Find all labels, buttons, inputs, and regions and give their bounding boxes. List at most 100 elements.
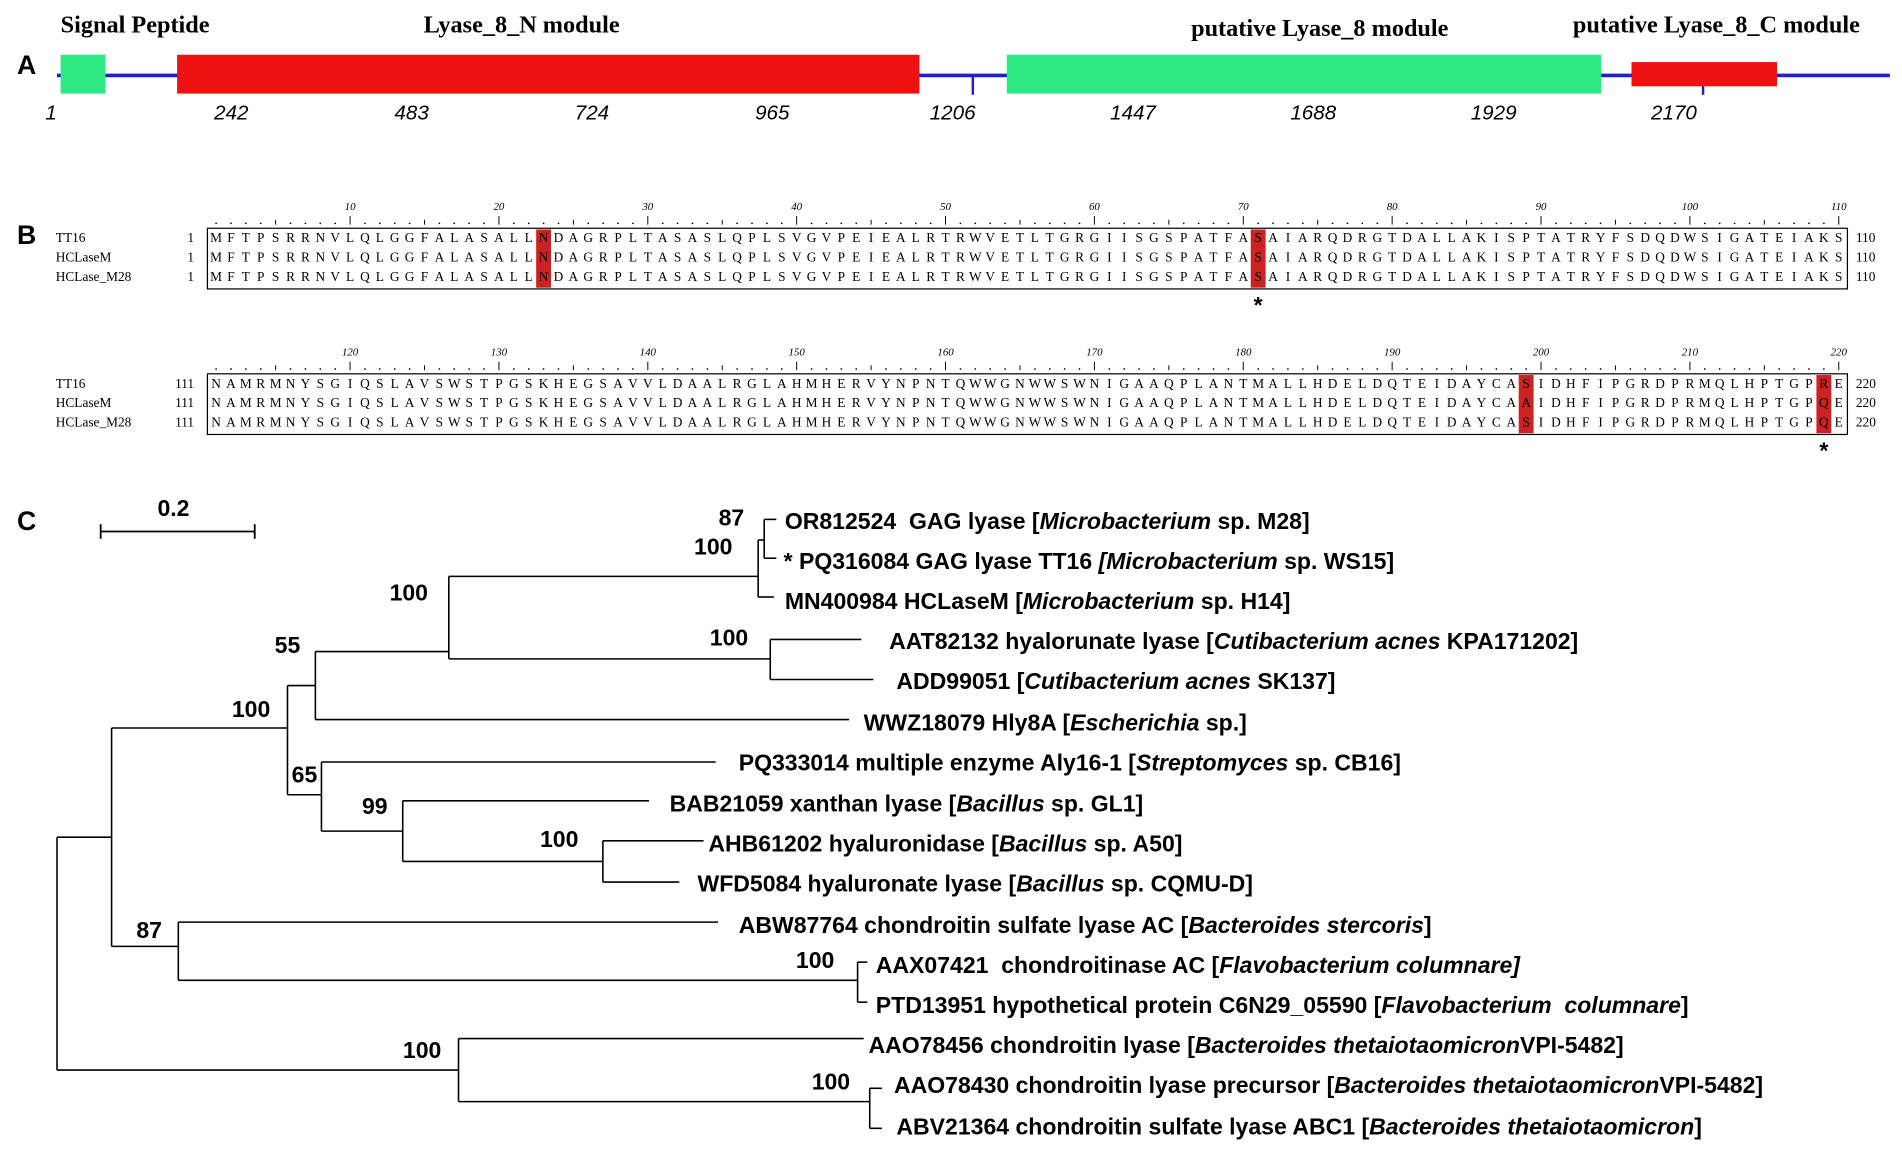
sequence: MFTPSRRNVLQLGGFALASALLNDAGRPLTASASLQPLSV… [210,250,1842,265]
ruler-dot [810,222,813,225]
leaf-label: ABW87764 chondroitin sulfate lyase AC [B… [739,912,1432,938]
leaf-text: Bacillus [999,831,1088,857]
ruler-dot [1138,222,1140,225]
leaf-label: ABV21364 chondroitin sulfate lyase ABC1 … [896,1113,1701,1139]
domain-box [1006,54,1602,94]
ruler-label: 10 [345,201,356,213]
ruler-dot [230,222,232,225]
ruler-label: 130 [491,347,508,359]
ruler-dot [393,368,396,370]
leaf-text: Bacillus [1016,871,1105,897]
site-mark: * [1819,438,1828,464]
ruler-dot [691,368,694,370]
sequence-name: TT16 [56,376,86,391]
leaf-text: Cutibacterium acnes [1214,628,1441,654]
ruler-dot [1048,222,1051,225]
ruler-dot [245,368,247,370]
sequence-name: HCLase_M28 [56,415,132,430]
axis-tick-label: 1447 [1110,102,1157,125]
leaf-label: BAB21059 xanthan lyase [Bacillus sp. GL1… [670,791,1144,817]
ruler-dot [706,368,709,370]
ruler-dot [661,222,664,225]
ruler-dot [215,368,217,370]
ruler-dot [1584,368,1587,370]
ruler-dot [1376,368,1379,370]
ruler-dot [751,368,753,370]
ruler-dot [766,368,768,370]
axis-tick-label: 2170 [1650,102,1697,125]
ruler-dot [1004,368,1006,370]
ruler-dot [259,222,262,225]
ruler-dot [1495,222,1498,225]
ruler-dot [855,222,858,225]
ruler-dot [527,368,530,370]
ruler-dot [914,368,917,370]
leaf-text: Microbacterium [1023,588,1195,614]
leaf-label: PTD13951 hypothetical protein C6N29_0559… [876,992,1689,1018]
ruler-dot [1808,368,1810,370]
leaf-label: AAO78456 chondroitin lyase [Bacteroides … [869,1032,1624,1058]
ruler-dot [1123,222,1126,225]
axis-tick-label: 965 [755,102,790,125]
ruler-dot [1793,222,1795,225]
ruler-dot [914,222,917,225]
ruler-dot [929,222,932,225]
sequence: MFTPSRRNVLQLGGFALASALLNDAGRPLTASASLQPLSV… [210,230,1842,245]
highlight [1250,229,1266,288]
bootstrap-value: 100 [390,580,428,606]
sequence-start: 111 [175,376,194,391]
leaf-label: AAX07421 chondroitinase AC [Flavobacteri… [876,952,1522,978]
leaf-text: Bacillus [956,791,1045,817]
ruler-dot [1748,368,1751,370]
ruler-label: 20 [493,201,504,213]
ruler-dot [840,368,843,370]
leaf-text: BAB21059 xanthan lyase [ [670,791,957,817]
sequence: NAMRMNYSGIQSLAVSWSTPGSKHEGSAVVLDAALRGLAH… [211,395,1843,410]
ruler-dot [1644,368,1647,370]
leaf-text: VPI-5482] [1659,1072,1763,1098]
ruler-dot [1138,368,1140,370]
ruler-dot [1301,222,1304,225]
leaf-text: VPI-5482] [1520,1032,1624,1058]
ruler-dot [378,368,381,370]
ruler-dot [1182,222,1185,225]
ruler-dot [1569,368,1572,370]
ruler-dot [1108,368,1111,370]
ruler-dot [989,222,992,225]
sequence-name: HCLaseM [56,250,112,265]
leaf-label: AAT82132 hyalorunate lyase [Cutibacteriu… [889,628,1578,654]
ruler-label: 140 [640,347,657,359]
domain-box [1631,62,1778,87]
ruler-dot [304,368,307,370]
bootstrap-value: 100 [694,534,732,560]
ruler-dot [1703,222,1706,225]
ruler-dot [1555,368,1557,370]
ruler-dot [1659,222,1661,225]
ruler-dot [1272,368,1274,370]
sequence-name: HCLase_M28 [56,269,132,284]
bootstrap-value: 100 [812,1069,850,1095]
ruler-dot [1108,222,1111,225]
ruler-label: 180 [1235,347,1252,359]
ruler-dot [900,222,902,225]
domain-label: putative Lyase_8_C module [1573,11,1860,38]
ruler-dot [1421,222,1423,225]
leaf-text: KPA171202] [1440,628,1578,654]
bootstrap-value: 65 [292,762,318,788]
leaf-text: ADD99051 [ [896,668,1024,694]
ruler-dot [1778,368,1781,370]
sequence-start: 111 [175,415,194,430]
bootstrap-value: 87 [136,917,162,943]
ruler-dot [1450,368,1453,370]
bootstrap-value: 100 [710,625,748,651]
sequence-start: 1 [187,269,194,284]
sequence-start: 1 [187,250,194,265]
ruler-dot [676,368,679,370]
leaf-text: AAO78456 chondroitin lyase [ [869,1032,1196,1058]
ruler-dot [1212,368,1215,370]
ruler-dot [1078,222,1081,225]
ruler-dot [1182,368,1185,370]
leaf-text: sp. CB16] [1288,750,1401,776]
ruler-label: 70 [1238,201,1249,213]
